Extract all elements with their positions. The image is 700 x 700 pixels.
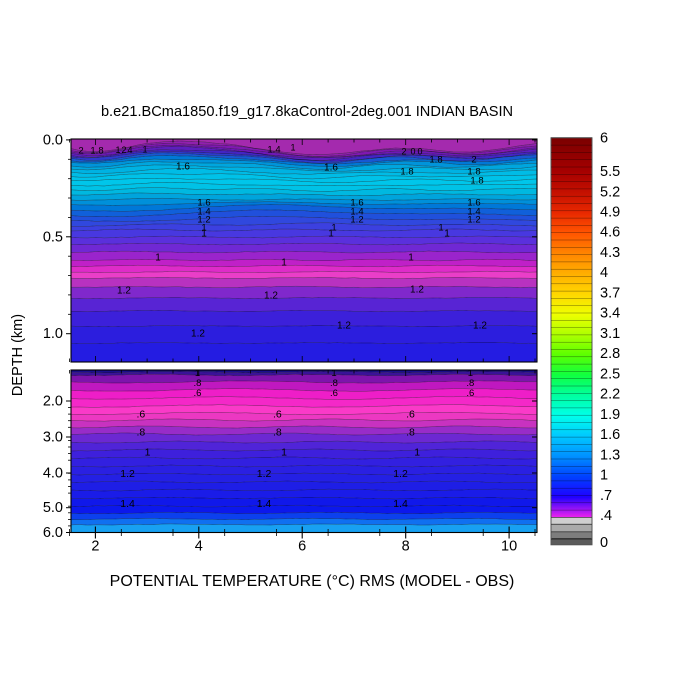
svg-text:1.8: 1.8 bbox=[90, 146, 103, 157]
svg-text:1.2: 1.2 bbox=[191, 329, 205, 340]
svg-text:4.9: 4.9 bbox=[600, 205, 620, 221]
svg-text:6: 6 bbox=[600, 130, 608, 146]
svg-text:0.5: 0.5 bbox=[43, 229, 63, 245]
svg-text:1.8: 1.8 bbox=[429, 155, 442, 166]
svg-text:1: 1 bbox=[155, 253, 161, 264]
svg-text:1: 1 bbox=[438, 223, 443, 234]
svg-text:1.2: 1.2 bbox=[117, 286, 131, 297]
svg-text:.6: .6 bbox=[406, 409, 415, 421]
svg-text:6: 6 bbox=[298, 539, 306, 555]
svg-text:1.2: 1.2 bbox=[120, 468, 135, 480]
svg-text:1.2: 1.2 bbox=[337, 321, 351, 332]
svg-text:0: 0 bbox=[600, 535, 608, 551]
svg-text:2: 2 bbox=[401, 147, 406, 157]
svg-text:1.2: 1.2 bbox=[473, 321, 487, 332]
svg-text:8: 8 bbox=[402, 539, 410, 555]
svg-text:.6: .6 bbox=[194, 388, 202, 399]
svg-text:1.2: 1.2 bbox=[393, 468, 408, 480]
svg-text:4: 4 bbox=[195, 539, 203, 555]
svg-text:2.0: 2.0 bbox=[43, 394, 63, 410]
svg-text:0: 0 bbox=[410, 147, 415, 157]
svg-text:5.2: 5.2 bbox=[600, 184, 620, 200]
svg-text:0.0: 0.0 bbox=[43, 132, 63, 148]
svg-text:.6: .6 bbox=[466, 388, 474, 399]
svg-text:1: 1 bbox=[281, 447, 287, 459]
svg-text:.6: .6 bbox=[273, 409, 282, 421]
svg-text:1: 1 bbox=[142, 145, 147, 155]
svg-text:1: 1 bbox=[444, 229, 450, 240]
svg-text:2: 2 bbox=[91, 539, 99, 555]
svg-text:1: 1 bbox=[414, 447, 420, 459]
svg-text:1.3: 1.3 bbox=[600, 447, 620, 463]
svg-text:1.4: 1.4 bbox=[267, 145, 280, 156]
svg-text:1.2: 1.2 bbox=[410, 285, 424, 296]
svg-text:2.5: 2.5 bbox=[600, 366, 620, 382]
svg-text:1: 1 bbox=[201, 229, 207, 240]
svg-text:5.5: 5.5 bbox=[600, 164, 620, 180]
svg-text:1: 1 bbox=[145, 447, 151, 459]
svg-text:1.8: 1.8 bbox=[470, 176, 483, 187]
svg-text:.6: .6 bbox=[330, 388, 338, 399]
svg-text:.8: .8 bbox=[406, 427, 415, 439]
svg-text:1.6: 1.6 bbox=[176, 162, 190, 173]
svg-text:2: 2 bbox=[78, 146, 83, 157]
svg-text:3.1: 3.1 bbox=[600, 326, 620, 342]
svg-text:2: 2 bbox=[121, 145, 126, 155]
svg-text:1.2: 1.2 bbox=[467, 215, 480, 226]
svg-text:4.0: 4.0 bbox=[43, 466, 63, 482]
svg-text:.8: .8 bbox=[137, 427, 146, 439]
svg-text:1: 1 bbox=[115, 145, 120, 155]
svg-text:3.7: 3.7 bbox=[600, 286, 620, 302]
svg-text:6.0: 6.0 bbox=[43, 525, 63, 541]
svg-text:3.0: 3.0 bbox=[43, 430, 63, 446]
svg-text:1.2: 1.2 bbox=[350, 215, 363, 226]
svg-text:.4: .4 bbox=[600, 508, 612, 524]
svg-text:.7: .7 bbox=[600, 488, 612, 504]
svg-text:4: 4 bbox=[127, 145, 132, 155]
svg-text:3.4: 3.4 bbox=[600, 306, 620, 322]
svg-text:1.6: 1.6 bbox=[324, 163, 338, 174]
svg-text:4: 4 bbox=[600, 265, 608, 281]
svg-text:1.8: 1.8 bbox=[400, 167, 413, 178]
svg-text:.6: .6 bbox=[137, 409, 146, 421]
svg-text:1: 1 bbox=[408, 253, 414, 264]
svg-text:b.e21.BCma1850.f19_g17.8kaCont: b.e21.BCma1850.f19_g17.8kaControl-2deg.0… bbox=[101, 104, 513, 120]
svg-text:4.3: 4.3 bbox=[600, 245, 620, 261]
svg-text:2: 2 bbox=[471, 155, 476, 166]
svg-text:5.0: 5.0 bbox=[43, 500, 63, 516]
svg-text:2.2: 2.2 bbox=[600, 387, 620, 403]
svg-text:1.9: 1.9 bbox=[600, 407, 620, 423]
svg-text:1.2: 1.2 bbox=[264, 291, 278, 302]
svg-text:.8: .8 bbox=[273, 427, 282, 439]
svg-text:POTENTIAL TEMPERATURE (°C) RMS: POTENTIAL TEMPERATURE (°C) RMS (MODEL - … bbox=[110, 573, 515, 590]
svg-text:1: 1 bbox=[290, 143, 295, 153]
svg-text:0: 0 bbox=[417, 147, 422, 157]
svg-text:4.6: 4.6 bbox=[600, 225, 620, 241]
svg-text:1: 1 bbox=[328, 229, 334, 240]
svg-text:DEPTH (km): DEPTH (km) bbox=[10, 314, 26, 396]
svg-text:1.4: 1.4 bbox=[120, 498, 135, 510]
svg-text:2.8: 2.8 bbox=[600, 346, 620, 362]
svg-text:10: 10 bbox=[501, 539, 517, 555]
svg-text:1.4: 1.4 bbox=[257, 498, 272, 510]
svg-text:1: 1 bbox=[600, 468, 608, 484]
svg-text:1.4: 1.4 bbox=[393, 498, 408, 510]
svg-text:1.6: 1.6 bbox=[600, 427, 620, 443]
svg-text:1: 1 bbox=[281, 258, 287, 269]
svg-text:1.0: 1.0 bbox=[43, 326, 63, 342]
svg-text:1.2: 1.2 bbox=[257, 468, 272, 480]
